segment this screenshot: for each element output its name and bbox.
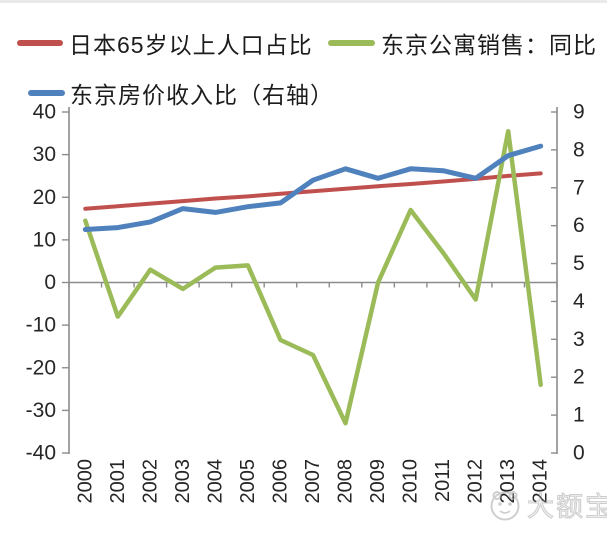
legend-marker-blue-line: [28, 90, 65, 96]
x-axis-year-label: 2012: [465, 459, 487, 504]
x-axis-year-label: 2010: [400, 459, 422, 504]
series-line-tokyo-apartment-sales-yoy: [83, 128, 543, 426]
x-axis-year-label: 2001: [107, 459, 129, 504]
page-top-edge: [0, 0, 607, 3]
left-axis-tick-label: -10: [26, 314, 56, 337]
left-axis-tick-label: -20: [26, 356, 56, 379]
left-axis-tick-label: 0: [44, 271, 56, 294]
left-axis-tick-label: -30: [26, 399, 56, 422]
legend-label-tokyo-apartment-sales: 东京公寓销售：同比: [381, 32, 597, 58]
right-axis-tick-label: 5: [573, 252, 585, 275]
x-axis-year-label: 2011: [432, 459, 454, 502]
x-axis-year-label: 2003: [172, 459, 194, 504]
x-axis-year-label: 2006: [269, 459, 291, 504]
x-axis-year-label: 2007: [302, 459, 324, 504]
right-axis-tick-label: 4: [573, 290, 585, 313]
x-axis-year-label: 2000: [74, 459, 96, 504]
x-axis-year-label: 2004: [204, 459, 226, 504]
x-axis-year-label: 2002: [139, 459, 161, 504]
legend-item-japan-65plus-share: 日本65岁以上人口占比: [17, 26, 313, 60]
left-axis-tick-label: 10: [33, 228, 56, 251]
legend-label-tokyo-price-income-ratio: 东京房价收入比（右轴）: [70, 82, 334, 108]
series-line-tokyo-price-to-income-ratio: [82, 143, 544, 232]
legend-item-tokyo-apartment-sales: 东京公寓销售：同比: [328, 26, 597, 60]
right-axis-tick-label: 6: [573, 214, 585, 237]
right-axis-tick-label: 9: [573, 101, 585, 124]
left-axis-tick-label: 30: [33, 143, 56, 166]
right-axis-tick-label: 7: [573, 176, 585, 199]
right-axis-tick-label: 8: [573, 138, 585, 161]
left-axis-tick-label: 40: [33, 101, 56, 124]
x-axis-year-label: 2014: [530, 459, 552, 504]
x-axis-year-label: 2013: [497, 459, 519, 504]
legend-item-tokyo-price-income-ratio: 东京房价收入比（右轴）: [28, 76, 334, 110]
x-axis-year-label: 2008: [335, 459, 357, 504]
legend-label-japan-65plus-share: 日本65岁以上人口占比: [69, 32, 313, 58]
legend-marker-green-line: [328, 40, 375, 46]
left-axis-tick-label: 20: [33, 186, 56, 209]
x-axis-year-label: 2009: [367, 459, 389, 504]
right-axis-tick-label: 3: [573, 328, 585, 351]
right-axis-tick-label: 1: [573, 404, 585, 427]
right-axis-tick-label: 2: [573, 366, 585, 389]
right-axis-tick-label: 0: [573, 442, 585, 465]
series-line-japan-65plus-population-share: [83, 171, 543, 211]
left-axis-tick-label: -40: [26, 442, 56, 465]
x-axis-year-label: 2005: [237, 459, 259, 504]
legend-marker-red-line: [17, 40, 63, 46]
